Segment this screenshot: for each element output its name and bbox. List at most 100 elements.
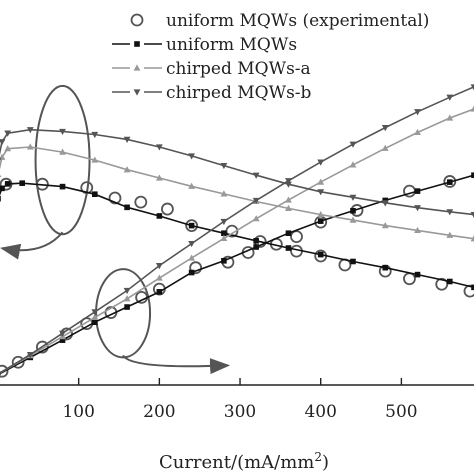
series-1-efficiency-point-7 [185, 219, 199, 233]
series-4-efficiency-point-11 [252, 172, 260, 179]
series-2-efficiency-point-6 [92, 191, 98, 198]
x-tick-label-300: 300 [224, 402, 256, 422]
series-3-power-line [0, 108, 474, 374]
series-3-efficiency-point-18 [470, 235, 474, 242]
series-4-efficiency-point-5 [59, 128, 66, 136]
series-2-efficiency-point-9 [188, 222, 195, 229]
series-3-power-point-13 [381, 144, 389, 151]
series-2-power-point-5 [124, 304, 130, 310]
series-2-power-point-16 [471, 172, 474, 179]
legend-entry-1: uniform MQWs (experimental) [130, 11, 429, 31]
series-3-efficiency-line [0, 146, 474, 240]
series-2-efficiency-point-3 [4, 181, 11, 187]
series-4-power-point-14 [414, 109, 421, 116]
series-3-efficiency-point-5 [59, 148, 66, 155]
series-3-power-point-8 [220, 234, 228, 241]
series-1-power-point-13 [290, 230, 303, 244]
series-2-power-point-15 [446, 179, 453, 185]
series-2-efficiency-point-11 [253, 237, 259, 244]
annotation-arrow-1 [0, 231, 64, 260]
series-2-efficiency-point-15 [382, 264, 389, 271]
series-4-power-point-3 [59, 330, 66, 337]
legend-marker-2 [134, 41, 140, 47]
series-1-power-point-3 [35, 340, 49, 354]
series-4-efficiency-point-18 [470, 211, 474, 219]
series-3-efficiency-point-9 [188, 182, 196, 189]
legend: uniform MQWs (experimental) uniform MQWs c… [112, 11, 429, 103]
series-2-power-line [0, 174, 474, 375]
series-3-efficiency-point-14 [349, 216, 357, 223]
series-2-efficiency-point-14 [350, 258, 356, 265]
series-4-efficiency-point-17 [446, 209, 454, 216]
x-tick-label-400: 400 [304, 402, 336, 422]
series-3-efficiency-point-1 [0, 174, 2, 178]
series-2-efficiency-point-5 [59, 183, 66, 190]
series-2-power-point-12 [350, 207, 356, 214]
x-tick-label-500: 500 [385, 402, 417, 422]
series-4-power-line [0, 86, 474, 374]
series-1-power-point-17 [443, 175, 457, 188]
x-tick-label-100: 100 [62, 402, 94, 422]
series-3-efficiency-point-17 [446, 231, 454, 238]
series-3-power-point-9 [252, 215, 260, 222]
series-3 [0, 105, 474, 377]
annotation-arrow-2 [122, 354, 231, 375]
series-4-power-point-1 [0, 371, 2, 374]
series-4-efficiency-point-1 [0, 158, 2, 161]
series-3-efficiency-point-16 [414, 226, 421, 234]
series-2 [0, 172, 474, 378]
series-2-efficiency-point-18 [471, 284, 474, 291]
series-1-efficiency-point-6 [161, 202, 174, 216]
series-2-efficiency-point-2 [0, 185, 5, 192]
series-2-efficiency-point-13 [317, 251, 324, 258]
series-3-power-point-12 [349, 161, 357, 168]
series-3-power-point-5 [123, 295, 131, 302]
series-4-efficiency-point-15 [381, 200, 389, 207]
series-2-efficiency-point-10 [221, 230, 227, 236]
series-4-efficiency-point-8 [155, 144, 163, 151]
series-2-efficiency-point-12 [285, 245, 292, 251]
series-2-efficiency-point-16 [414, 271, 421, 278]
series-2-power-point-9 [253, 244, 259, 250]
series-2-efficiency-point-8 [156, 213, 163, 219]
series-1-power-point-1 [0, 364, 9, 378]
series-3-power-point-14 [414, 128, 421, 136]
series-4-efficiency-point-9 [188, 153, 196, 160]
series-4-efficiency-point-14 [349, 194, 357, 201]
series-4-efficiency-point-3 [4, 130, 12, 137]
annotation-ellipse-1 [34, 84, 91, 236]
series-4-power-point-11 [317, 159, 325, 166]
series-2-efficiency-point-17 [446, 278, 453, 285]
x-tick-label-200: 200 [143, 402, 175, 422]
series-4-power-point-4 [91, 309, 99, 316]
series-4-power-point-9 [252, 197, 260, 205]
series-1-efficiency-point-3 [80, 181, 94, 195]
series-2-power-point-7 [188, 269, 195, 276]
legend-entry-4: chirped MQWs-b [112, 83, 312, 103]
series-2-power-point-10 [285, 230, 292, 236]
legend-label-4: chirped MQWs-b [166, 83, 312, 103]
annotations [0, 84, 231, 375]
series-4-efficiency-point-7 [123, 136, 131, 143]
series-4-efficiency-point-6 [91, 131, 99, 139]
legend-entry-2: uniform MQWs [112, 35, 297, 55]
series-1-efficiency-point-5 [134, 195, 148, 209]
series-3-power-point-1 [0, 374, 2, 377]
series-4-efficiency-point-4 [26, 127, 34, 134]
legend-entry-3: chirped MQWs-a [112, 59, 311, 79]
series-2-power-point-6 [156, 289, 163, 295]
series-2-power-point-1 [0, 371, 1, 378]
annotation-ellipse-2 [95, 268, 152, 359]
series-4-power-point-5 [123, 287, 131, 295]
series-4-power-point-16 [470, 84, 474, 91]
series-2-power-point-14 [414, 188, 421, 194]
series-3-efficiency-point-2 [0, 153, 6, 160]
series-4-efficiency-point-16 [414, 205, 421, 212]
series-3-efficiency-point-3 [4, 145, 12, 152]
series-3-power-point-4 [91, 313, 99, 320]
series-4-efficiency-point-2 [0, 139, 6, 146]
series-3-efficiency-point-12 [285, 204, 292, 211]
series-3-efficiency-point-15 [381, 222, 389, 229]
series-1-power-point-9 [189, 261, 203, 275]
series-2-efficiency-point-1 [0, 195, 1, 202]
